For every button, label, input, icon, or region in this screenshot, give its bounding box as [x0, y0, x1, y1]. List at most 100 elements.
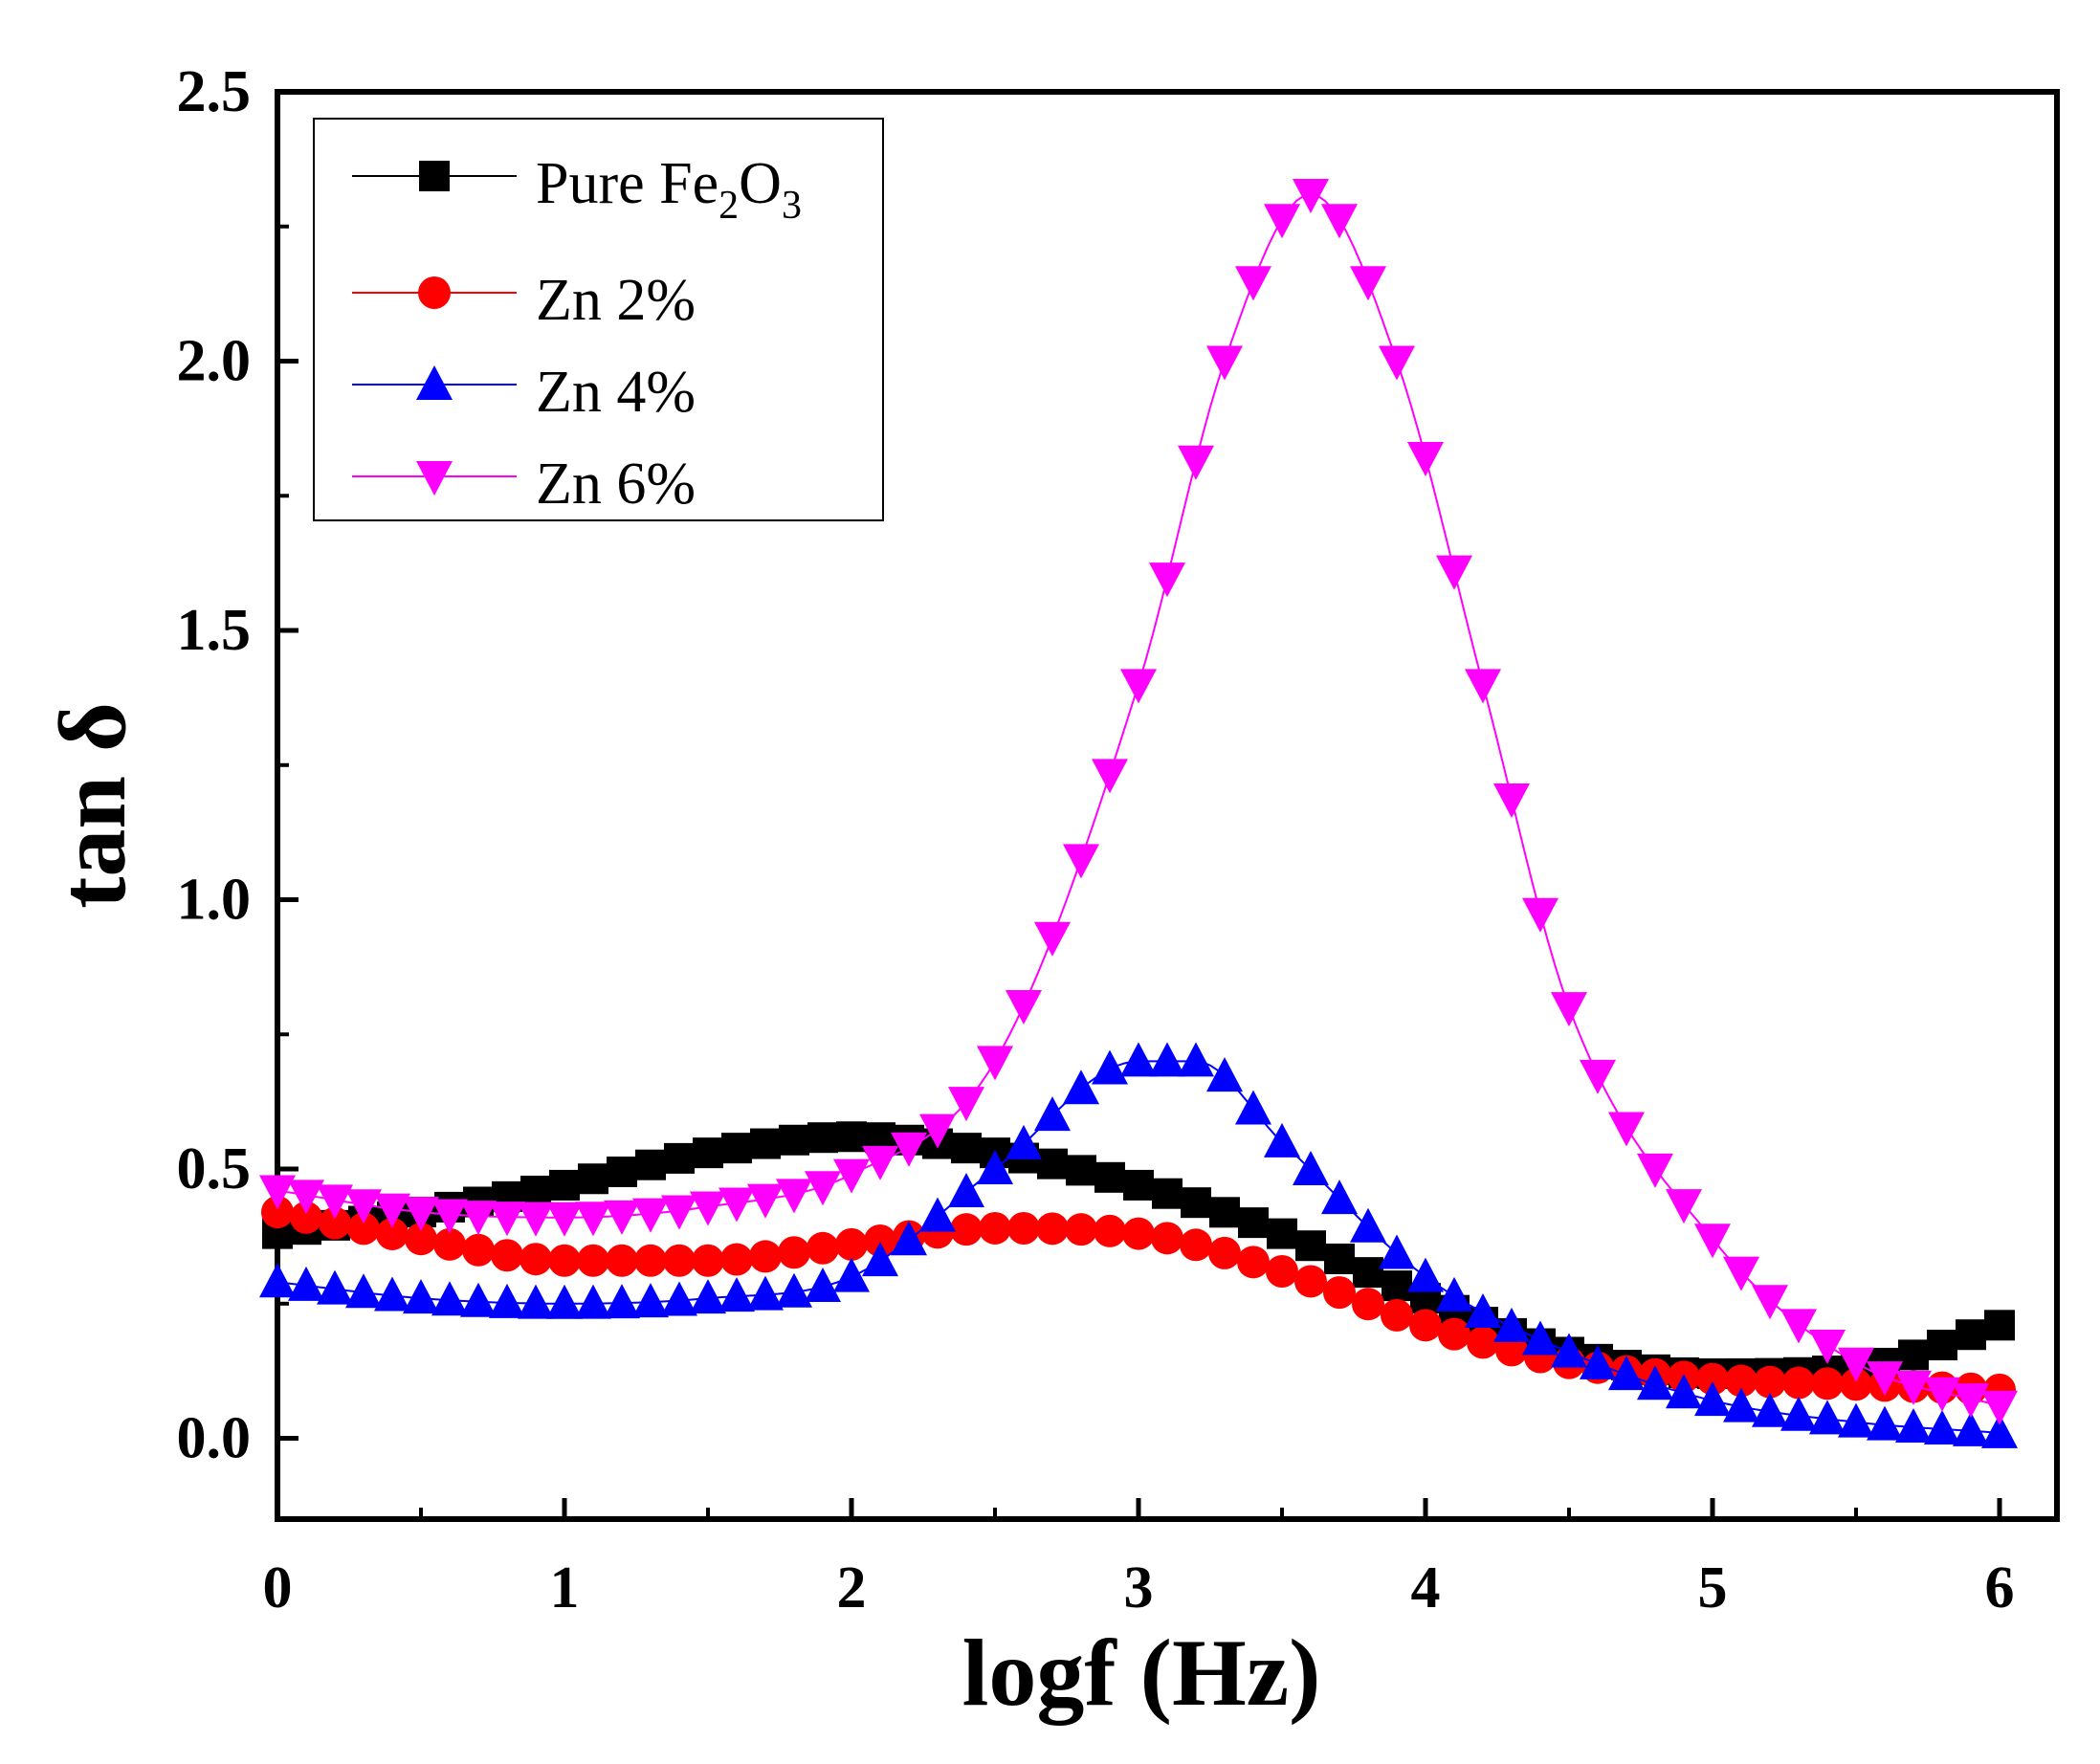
- data-point-zn4: [1809, 1400, 1846, 1435]
- data-point-zn6: [977, 1046, 1013, 1081]
- data-point-zn2: [519, 1243, 552, 1276]
- data-point-zn6: [1981, 1390, 2018, 1425]
- data-point-zn4: [1264, 1122, 1300, 1158]
- data-point-zn6: [1350, 266, 1386, 301]
- data-point-zn2: [548, 1244, 581, 1277]
- data-point-pure-fe2o3: [1123, 1169, 1154, 1201]
- data-point-pure-fe2o3: [836, 1121, 867, 1153]
- data-point-zn2: [1065, 1213, 1097, 1246]
- data-point-zn2: [634, 1244, 667, 1277]
- data-point-zn6: [604, 1200, 640, 1235]
- data-point-zn6: [374, 1193, 410, 1228]
- data-point-pure-fe2o3: [951, 1133, 982, 1164]
- data-point-zn4: [1924, 1409, 1960, 1444]
- data-point-zn4: [805, 1268, 841, 1303]
- data-point-zn4: [1723, 1387, 1759, 1422]
- legend-label-pure-fe2o3: Pure Fe2O3: [536, 151, 802, 228]
- data-point-zn4: [1608, 1356, 1645, 1391]
- data-point-zn4: [1293, 1151, 1329, 1186]
- data-point-zn4: [1895, 1407, 1932, 1443]
- data-point-zn6: [1149, 562, 1185, 598]
- data-point-zn2: [1782, 1366, 1815, 1400]
- series-zn2: [261, 1196, 2016, 1406]
- data-point-zn6: [1694, 1224, 1731, 1259]
- data-point-pure-fe2o3: [750, 1128, 781, 1159]
- data-point-pure-fe2o3: [1152, 1178, 1183, 1209]
- data-point-zn4: [575, 1284, 611, 1319]
- data-point-zn4: [546, 1284, 583, 1319]
- data-point-zn4: [403, 1279, 439, 1314]
- x-axis-title: logf (Hz): [962, 1620, 1321, 1726]
- data-point-pure-fe2o3: [1209, 1197, 1240, 1228]
- y-axis-title: tan δ: [39, 702, 145, 909]
- data-point-zn4: [862, 1242, 898, 1277]
- data-point-pure-fe2o3: [1094, 1161, 1125, 1193]
- legend-markers: [352, 161, 517, 496]
- data-point-zn2: [1094, 1214, 1126, 1247]
- data-point-zn4: [431, 1281, 468, 1316]
- data-point-zn2: [1180, 1228, 1212, 1262]
- data-point-zn2: [1208, 1236, 1241, 1269]
- data-point-pure-fe2o3: [807, 1122, 838, 1154]
- data-point-zn6: [1063, 844, 1099, 879]
- data-point-zn6: [862, 1145, 898, 1180]
- data-point-zn6: [345, 1189, 382, 1224]
- data-point-zn2: [405, 1223, 437, 1256]
- data-point-zn2: [864, 1224, 896, 1257]
- data-point-zn6: [1436, 555, 1472, 590]
- data-point-zn6: [518, 1202, 554, 1237]
- data-point-zn6: [1493, 783, 1530, 819]
- data-point-zn6: [1379, 345, 1415, 381]
- data-point-pure-fe2o3: [1898, 1339, 1929, 1371]
- y-tick-label: 1.5: [177, 598, 252, 663]
- data-point-zn2: [1725, 1364, 1757, 1398]
- data-point-zn6: [431, 1199, 468, 1234]
- data-point-zn4: [1120, 1042, 1157, 1077]
- x-tick-label: 6: [1985, 1555, 2015, 1621]
- data-point-zn4: [891, 1221, 927, 1256]
- data-point-zn2: [807, 1231, 839, 1265]
- data-point-zn4: [1666, 1374, 1702, 1409]
- data-point-zn4: [1522, 1320, 1558, 1356]
- data-point-zn4: [776, 1272, 812, 1308]
- series-pure-fe2o3: [262, 1121, 2015, 1389]
- x-tick-label: 5: [1698, 1555, 1728, 1621]
- x-tick-label: 3: [1124, 1555, 1154, 1621]
- plot-area: [275, 89, 2060, 1522]
- data-point-zn6: [1407, 442, 1444, 477]
- data-point-zn4: [1465, 1292, 1501, 1328]
- x-tick-label: 1: [550, 1555, 580, 1621]
- data-point-zn6: [1465, 669, 1501, 704]
- data-point-zn6: [1580, 1059, 1616, 1094]
- data-point-zn4: [1379, 1234, 1415, 1269]
- data-point-zn2: [835, 1227, 868, 1261]
- data-point-zn2: [1122, 1217, 1155, 1250]
- data-point-zn6: [1637, 1153, 1673, 1188]
- data-point-zn4: [1321, 1180, 1358, 1215]
- data-point-pure-fe2o3: [779, 1124, 809, 1156]
- data-point-pure-fe2o3: [1066, 1155, 1096, 1186]
- data-point-pure-fe2o3: [1181, 1187, 1211, 1219]
- data-point-zn4: [1752, 1392, 1788, 1427]
- data-point-zn6: [546, 1202, 583, 1237]
- data-point-pure-fe2o3: [1324, 1243, 1355, 1274]
- data-point-zn4: [345, 1273, 382, 1309]
- data-point-pure-fe2o3: [693, 1137, 723, 1169]
- x-tick-label: 4: [1411, 1555, 1441, 1621]
- data-point-zn2: [319, 1206, 351, 1240]
- data-point-zn6: [1608, 1112, 1645, 1147]
- data-point-zn2: [1438, 1317, 1470, 1351]
- data-point-zn6: [747, 1183, 784, 1219]
- data-point-zn2: [1352, 1288, 1384, 1321]
- legend-marker-zn2: [418, 276, 451, 309]
- data-point-zn6: [948, 1087, 984, 1122]
- y-tick-label: 1.0: [177, 868, 252, 933]
- data-point-pure-fe2o3: [1927, 1330, 1957, 1361]
- data-point-zn4: [1493, 1307, 1530, 1342]
- data-point-zn2: [376, 1217, 409, 1250]
- legend-marker-zn4: [416, 365, 453, 400]
- data-point-zn4: [919, 1197, 956, 1232]
- data-point-pure-fe2o3: [1295, 1230, 1326, 1262]
- data-point-zn2: [979, 1211, 1011, 1245]
- data-point-zn6: [460, 1201, 497, 1236]
